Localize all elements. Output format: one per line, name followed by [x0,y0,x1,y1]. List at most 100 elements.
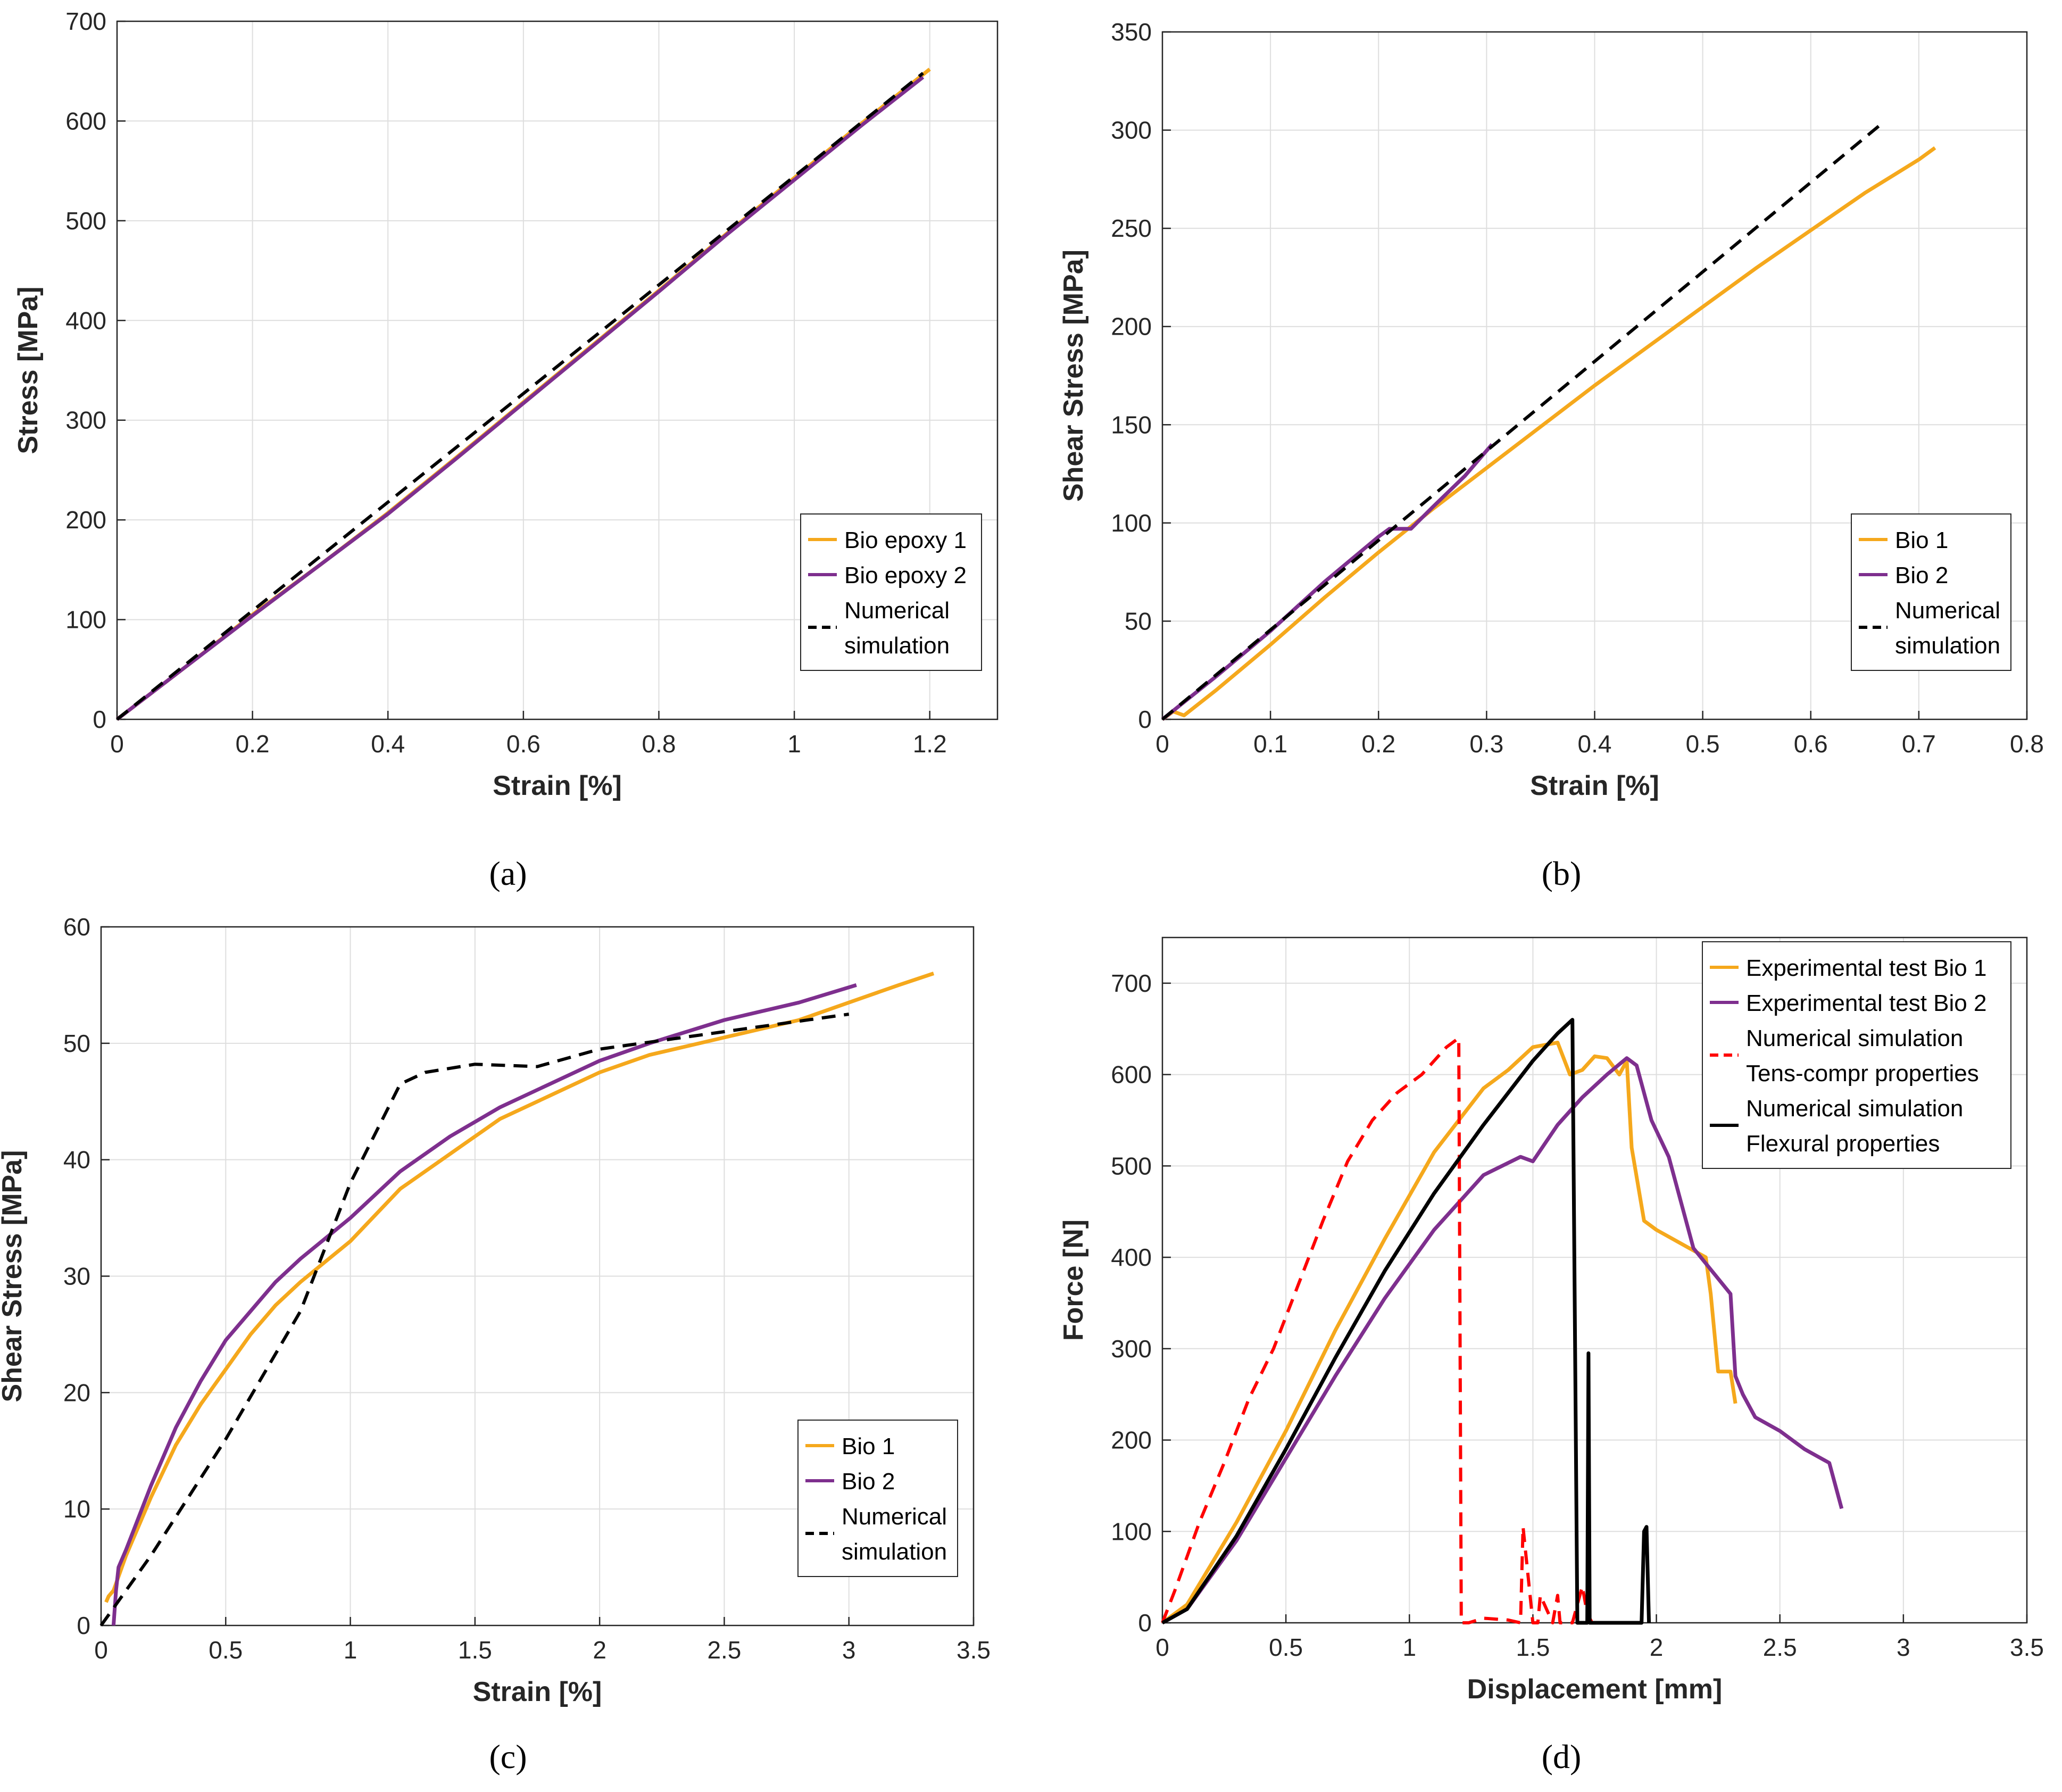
y-tick-label: 0 [77,1612,90,1639]
series-line-numerical-simulation-flexural-properties [1161,1018,1651,1625]
y-axis-label: Stress [MPa] [13,287,44,454]
legend-label: Tens-compr properties [1746,1060,1979,1086]
chart-d: 0 0.5 1 1.5 2 2.5 3 3.5 0 100 200 300 400 500 600 700 Di… [1058,936,2044,1705]
series-line-numerical-simulation [99,1013,850,1627]
x-tick-label: 0 [110,730,124,758]
y-tick-label: 30 [63,1263,90,1290]
y-tick-label: 300 [65,406,106,434]
x-axis-label: Strain [%] [1530,770,1659,801]
axes-box [116,20,999,720]
x-tick-label: 0.6 [506,730,541,758]
legend-label: simulation [844,633,950,659]
series-line-bio-2 [1161,443,1494,721]
x-tick-label: 3.5 [2010,1633,2044,1661]
y-tick-label: 0 [1138,706,1152,733]
x-tick-label: 2 [593,1636,606,1664]
y-tick-label: 600 [65,107,106,135]
y-tick-label: 100 [1111,1517,1152,1545]
y-tick-label: 200 [1111,1426,1152,1454]
legend-label: Bio 1 [842,1433,895,1459]
legend-label: Bio 2 [1895,562,1948,588]
y-axis-label: Force [N] [1058,1219,1089,1341]
legend-label: Bio 1 [1895,527,1948,553]
panel-label-a: (a) [489,854,527,892]
y-tick-label: 10 [63,1495,90,1523]
legend-label: Numerical [1895,598,2000,624]
y-tick-label: 100 [1111,509,1152,537]
legend-label: simulation [1895,633,2000,659]
x-tick-label: 0.1 [1253,730,1287,758]
y-tick-label: 50 [1125,607,1152,635]
x-tick-label: 0.8 [2010,730,2044,758]
y-tick-label: 40 [63,1146,90,1174]
series-line-bio-epoxy-2 [115,76,925,721]
x-tick-label: 2 [1650,1633,1664,1661]
x-tick-label: 2.5 [707,1636,741,1664]
x-tick-label: 0.8 [642,730,676,758]
x-axis-label: Displacement [mm] [1467,1674,1723,1705]
legend-label: Numerical simulation [1746,1096,1963,1122]
legend-label: Bio epoxy 2 [844,562,967,588]
x-tick-label: 3 [1897,1633,1910,1661]
x-tick-label: 0.2 [236,730,270,758]
x-axis-label: Strain [%] [493,770,622,801]
y-tick-label: 400 [1111,1243,1152,1271]
x-tick-label: 1 [787,730,801,758]
x-tick-label: 0.6 [1794,730,1828,758]
x-tick-label: 0.5 [209,1636,243,1664]
panel-label-d: (d) [1541,1738,1582,1776]
legend-label: Numerical [844,598,950,624]
legend-label: Bio epoxy 1 [844,527,967,553]
y-axis-label: Shear Stress [MPa] [1058,250,1089,502]
x-tick-label: 2.5 [1763,1633,1797,1661]
series-line-experimental-test-bio-2 [1161,1056,1844,1625]
legend-label: Experimental test Bio 1 [1746,955,1986,981]
x-tick-label: 0.3 [1469,730,1503,758]
legend-label: Flexural properties [1746,1131,1940,1157]
x-tick-label: 1.5 [458,1636,492,1664]
x-tick-label: 0.7 [1902,730,1936,758]
legend-label: Numerical simulation [1746,1025,1963,1051]
y-tick-label: 200 [1111,313,1152,341]
series-line-numerical-simulation-tens-compr-properties [1161,1036,1598,1624]
y-tick-label: 20 [63,1379,90,1406]
y-tick-label: 300 [1111,1335,1152,1363]
x-tick-label: 0.4 [371,730,405,758]
y-tick-label: 0 [1138,1609,1152,1637]
legend: Experimental test Bio 1 Experimental test… [1702,941,2011,1169]
y-tick-label: 300 [1111,117,1152,144]
y-tick-label: 500 [65,207,106,235]
x-tick-label: 3 [842,1636,856,1664]
y-tick-label: 350 [1111,18,1152,46]
series-line-bio-1 [104,972,935,1603]
x-tick-label: 0 [94,1636,108,1664]
x-tick-label: 0.5 [1269,1633,1303,1661]
y-tick-label: 400 [65,306,106,334]
x-tick-label: 0 [1155,1633,1169,1661]
series-line-bio-2 [111,983,857,1626]
legend: Bio 1 Bio 2 Numerical simulation [797,1420,958,1577]
y-tick-label: 200 [65,506,106,534]
series-line-experimental-test-bio-1 [1161,1041,1737,1624]
legend-label: simulation [842,1539,947,1565]
chart-a: 0 0.2 0.4 0.6 0.8 1 1.2 0 100 200 300 400 500 600 700 S… [13,7,999,801]
y-tick-label: 50 [63,1030,90,1057]
x-tick-label: 1.2 [913,730,947,758]
chart-c: 0 0.5 1 1.5 2 2.5 3 3.5 0 10 20 30 40 50 60 Strain [%] S… [0,913,991,1707]
x-tick-label: 0.2 [1361,730,1395,758]
y-axis-label: Shear Stress [MPa] [0,1150,28,1403]
panel-label-c: (c) [489,1738,527,1776]
y-tick-label: 0 [93,706,106,733]
chart-b: 0 0.1 0.2 0.3 0.4 0.5 0.6 0.7 0.8 0 50 100 150 200 250… [1058,18,2044,801]
legend-label: Experimental test Bio 2 [1746,990,1986,1016]
panel-label-b: (b) [1541,854,1582,892]
x-tick-label: 0 [1155,730,1169,758]
series-line-numerical-simulation [116,72,924,721]
x-tick-label: 1 [1402,1633,1416,1661]
legend: Bio epoxy 1 Bio epoxy 2 Numerical simulatio… [800,513,982,671]
legend: Bio 1 Bio 2 Numerical simulation [1851,513,2011,671]
y-tick-label: 700 [65,7,106,35]
x-tick-label: 3.5 [957,1636,991,1664]
y-tick-label: 60 [63,913,90,941]
